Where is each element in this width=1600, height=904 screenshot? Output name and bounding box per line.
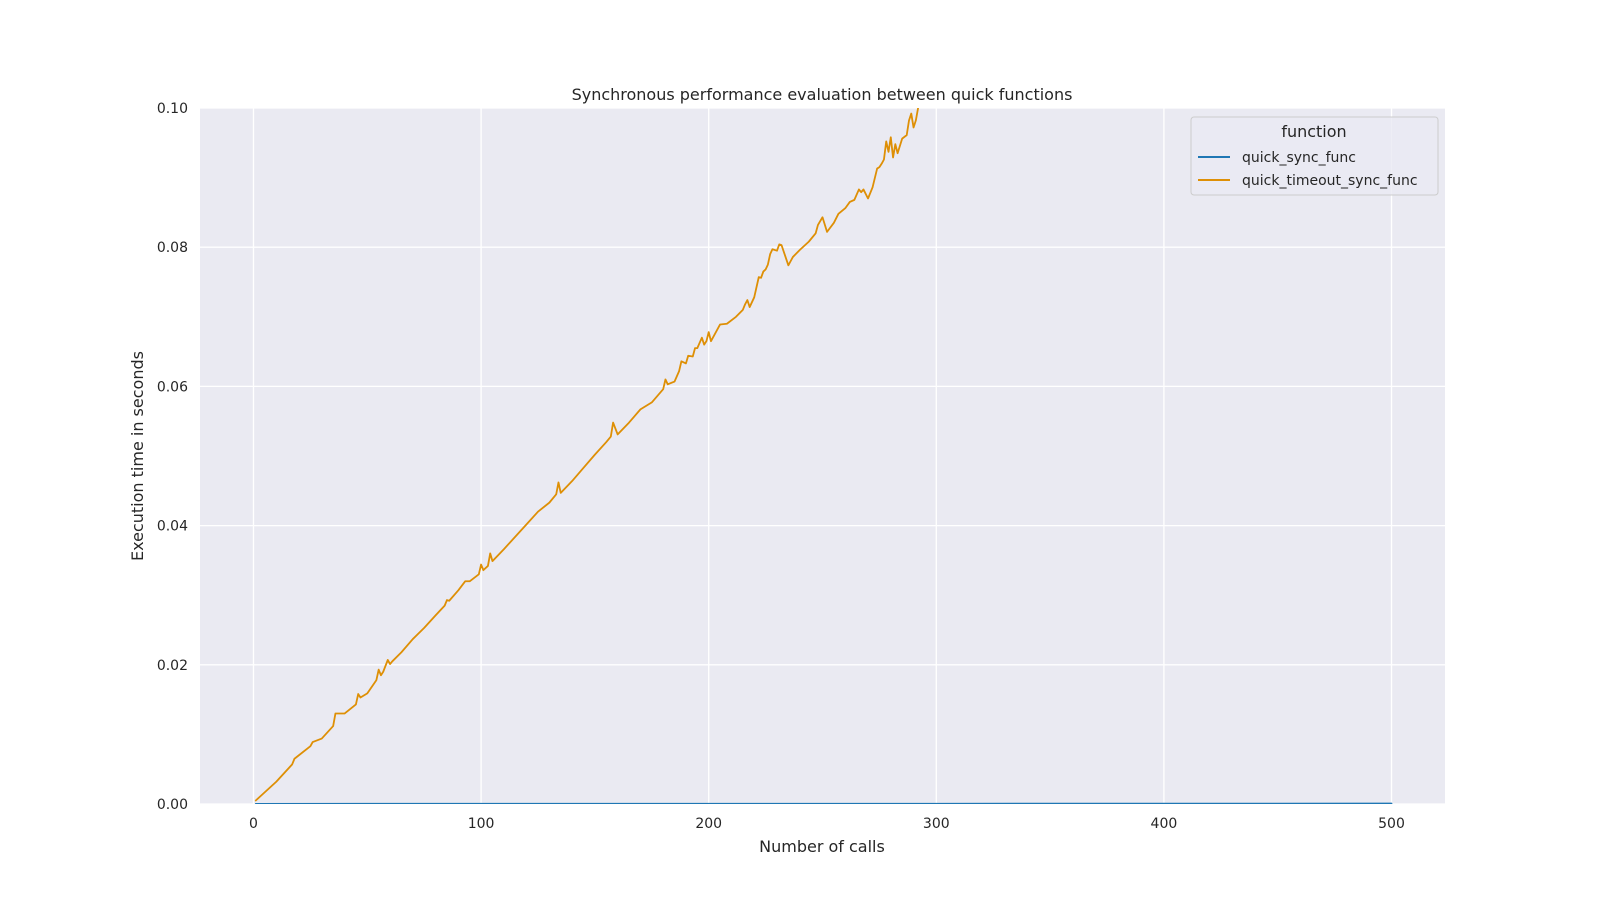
chart-title: Synchronous performance evaluation betwe… xyxy=(572,85,1073,104)
y-tick-label: 0.02 xyxy=(157,658,188,674)
y-tick-label: 0.00 xyxy=(157,797,188,813)
x-tick-label: 300 xyxy=(923,816,950,832)
legend-title: function xyxy=(1281,122,1346,141)
x-tick-label: 200 xyxy=(695,816,722,832)
y-axis-ticks: 0.00 0.02 0.04 0.06 0.08 0.10 xyxy=(157,101,188,813)
x-axis-label: Number of calls xyxy=(759,837,885,856)
legend-entry-label: quick_sync_func xyxy=(1242,150,1356,166)
y-tick-label: 0.10 xyxy=(157,101,188,117)
legend-entry-label: quick_timeout_sync_func xyxy=(1242,173,1418,189)
x-tick-label: 500 xyxy=(1378,816,1405,832)
plot-area-background xyxy=(200,108,1445,804)
x-tick-label: 400 xyxy=(1151,816,1178,832)
y-tick-label: 0.04 xyxy=(157,519,188,535)
y-axis-label: Execution time in seconds xyxy=(128,351,147,561)
legend[interactable]: function quick_sync_func quick_timeout_sy… xyxy=(1191,117,1438,195)
x-tick-label: 0 xyxy=(249,816,258,832)
x-axis-ticks: 0 100 200 300 400 500 xyxy=(249,816,1405,832)
y-tick-label: 0.08 xyxy=(157,240,188,256)
x-tick-label: 100 xyxy=(468,816,495,832)
y-tick-label: 0.06 xyxy=(157,379,188,395)
